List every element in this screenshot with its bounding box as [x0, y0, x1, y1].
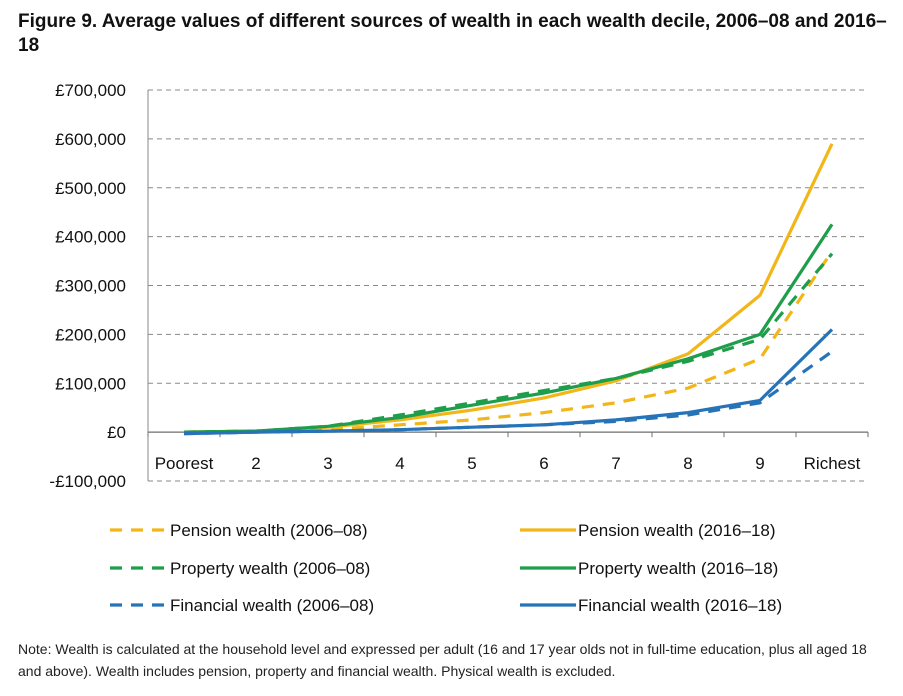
x-tick-label: 8 [683, 454, 692, 473]
y-tick-label: -£100,000 [49, 472, 126, 491]
legend-label: Property wealth (2006–08) [170, 559, 370, 578]
x-tick-label: 6 [539, 454, 548, 473]
legend: Pension wealth (2006–08) Pension wealth (… [110, 521, 782, 615]
series-line [183, 350, 833, 436]
legend-label: Property wealth (2016–18) [578, 559, 778, 578]
x-tick-label: 7 [611, 454, 620, 473]
y-tick-label: £200,000 [55, 325, 126, 344]
y-tick-label: £600,000 [55, 130, 126, 149]
y-tick-label: £100,000 [55, 374, 126, 393]
chart-title: Figure 9. Average values of different so… [18, 11, 887, 56]
y-tick-label: £0 [107, 423, 126, 442]
x-tick-label: 4 [395, 454, 404, 473]
x-tick-label: 5 [467, 454, 476, 473]
series-line [183, 143, 834, 434]
y-tick-label: £500,000 [55, 179, 126, 198]
y-axis-tick-labels: -£100,000 £0 £100,000 £200,000 £300,000 £400,… [49, 81, 126, 491]
series-line [183, 328, 834, 436]
series-line [183, 223, 834, 434]
x-tick-label: Poorest [155, 454, 214, 473]
chart-note: Note: Wealth is calculated at the househ… [18, 641, 867, 679]
legend-label: Pension wealth (2006–08) [170, 521, 368, 540]
x-axis-tick-labels: Poorest 2 3 4 5 6 7 8 9 Richest [155, 454, 861, 473]
x-tick-label: Richest [804, 454, 861, 473]
y-tick-label: £400,000 [55, 228, 126, 247]
x-tick-label: 9 [755, 454, 764, 473]
legend-label: Financial wealth (2006–08) [170, 596, 374, 615]
y-tick-label: £300,000 [55, 277, 126, 296]
line-chart: -£100,000 £0 £100,000 £200,000 £300,000 £400,… [49, 81, 869, 615]
gridlines [148, 89, 868, 482]
legend-label: Pension wealth (2016–18) [578, 521, 776, 540]
legend-label: Financial wealth (2016–18) [578, 596, 782, 615]
y-tick-label: £700,000 [55, 81, 126, 100]
x-tick-label: 3 [323, 454, 332, 473]
x-tick-label: 2 [251, 454, 260, 473]
series-lines [183, 143, 834, 436]
